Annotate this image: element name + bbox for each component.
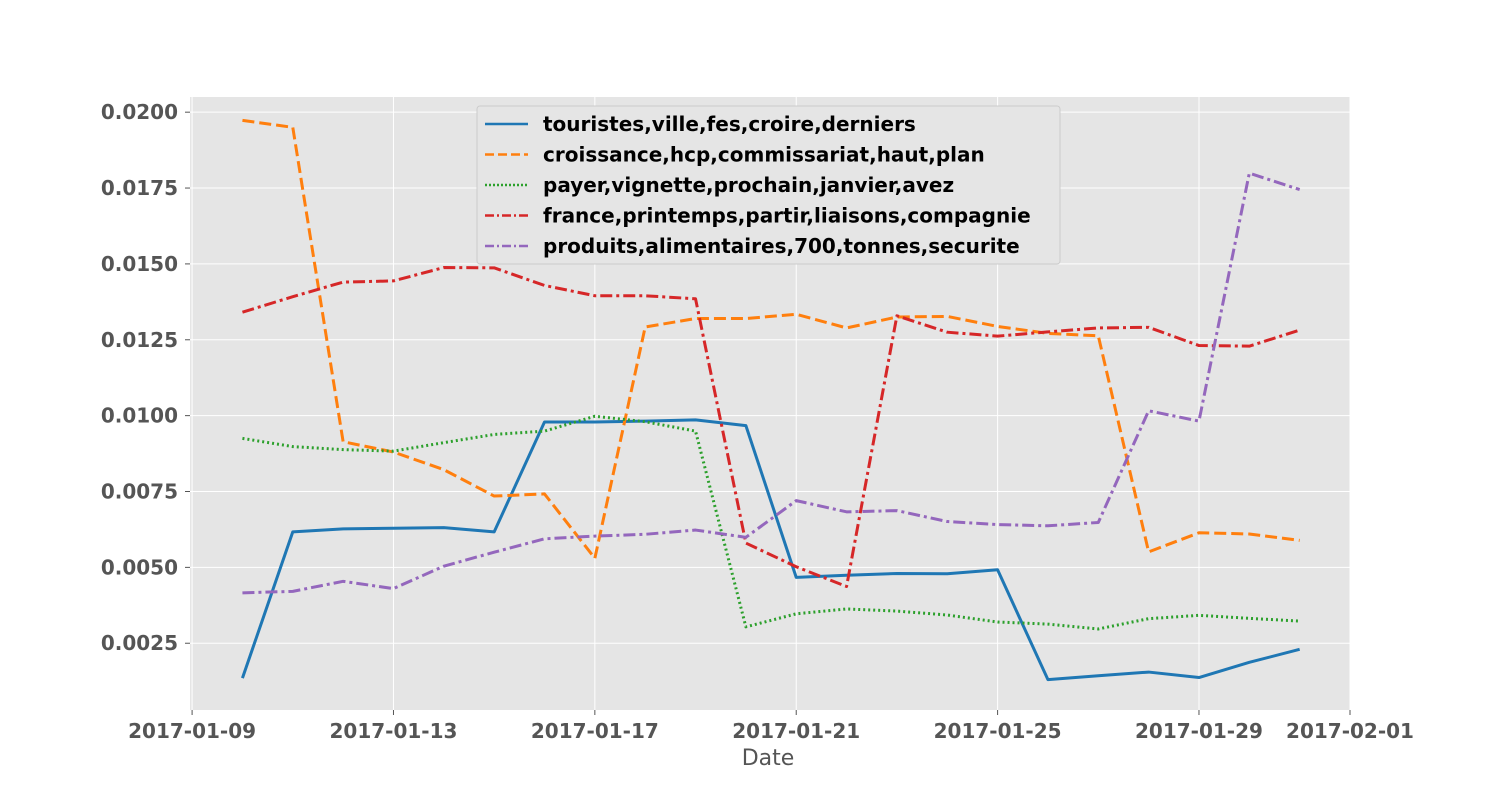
y-tick-label: 0.0050	[101, 555, 178, 579]
x-axis-label: Date	[742, 746, 795, 771]
series-line-1	[241, 418, 1301, 682]
legend-entry-5: produits,alimentaires,700,tonnes,securit…	[543, 234, 1020, 258]
series-line-2	[242, 118, 1300, 560]
legend: touristes,ville,fes,croire,derniers crois…	[476, 105, 1061, 265]
series-layer	[241, 118, 1301, 682]
x-tick-label: 2017-01-21	[732, 719, 860, 743]
x-tick-label: 2017-01-25	[934, 719, 1062, 743]
legend-entry-1: touristes,ville,fes,croire,derniers	[543, 112, 916, 136]
x-tick-label: 2017-01-29	[1135, 719, 1263, 743]
series-line-3	[242, 414, 1300, 631]
x-tick-label: 2017-01-09	[128, 719, 256, 743]
legend-entry-2: croissance,hcp,commissariat,haut,plan	[543, 143, 985, 167]
legend-entry-3: payer,vignette,prochain,janvier,avez	[543, 173, 954, 197]
x-tick-label: 2017-02-01	[1286, 719, 1414, 743]
y-tick-label: 0.0125	[101, 328, 178, 352]
y-tick-label: 0.0025	[101, 631, 178, 655]
grid	[190, 97, 1351, 710]
legend-box	[476, 105, 1061, 265]
y-tick-label: 0.0075	[101, 480, 178, 504]
y-tick-label: 0.0150	[101, 252, 178, 276]
x-axis: 2017-01-09 2017-01-13 2017-01-17 2017-01-21…	[128, 710, 1414, 743]
x-tick-label: 2017-01-13	[330, 719, 458, 743]
y-tick-label: 0.0200	[101, 100, 178, 124]
y-tick-label: 0.0100	[101, 404, 178, 428]
x-tick-label: 2017-01-17	[531, 719, 659, 743]
series-line-5	[242, 171, 1301, 595]
y-axis: 0.0025 0.0050 0.0075 0.0100 0.0125 0.0150 0.01…	[101, 100, 190, 655]
series-line-4	[241, 266, 1301, 588]
legend-entry-4: france,printemps,partir,liaisons,compagn…	[543, 204, 1031, 228]
y-tick-label: 0.0175	[101, 176, 178, 200]
